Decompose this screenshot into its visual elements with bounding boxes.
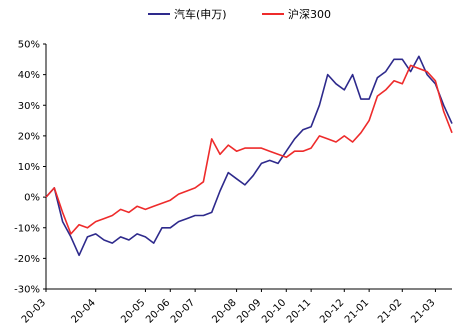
x-tick-label: 20-11 bbox=[285, 297, 313, 324]
x-tick-label: 21-02 bbox=[376, 297, 404, 324]
x-tick-label: 20-04 bbox=[70, 297, 98, 324]
y-tick-label: 40% bbox=[18, 70, 40, 81]
x-tick-label: 21-01 bbox=[343, 297, 371, 324]
x-tick-label: 20-10 bbox=[260, 297, 288, 324]
y-tick-label: -10% bbox=[14, 223, 40, 234]
y-tick-label: 0% bbox=[24, 193, 40, 204]
x-tick-label: 20-09 bbox=[235, 297, 263, 324]
legend-label: 汽车(申万) bbox=[174, 7, 227, 21]
legend-label: 沪深300 bbox=[288, 7, 331, 21]
y-tick-label: 20% bbox=[18, 131, 40, 142]
y-tick-label: 50% bbox=[18, 40, 40, 51]
x-tick-label: 20-07 bbox=[169, 297, 197, 324]
y-tick-label: -20% bbox=[14, 254, 40, 265]
x-tick-label: 21-03 bbox=[409, 297, 437, 324]
x-tick-label: 20-08 bbox=[210, 297, 238, 324]
y-tick-label: 10% bbox=[18, 162, 40, 173]
y-tick-label: -30% bbox=[14, 285, 40, 296]
series-line-1 bbox=[45, 55, 453, 257]
x-tick-label: 20-06 bbox=[144, 297, 172, 324]
x-tick-label: 20-05 bbox=[119, 297, 147, 324]
x-tick-label: 20-12 bbox=[318, 297, 346, 324]
series-line-2 bbox=[45, 64, 453, 235]
y-tick-label: 30% bbox=[18, 101, 40, 112]
x-tick-label: 20-03 bbox=[20, 297, 48, 324]
